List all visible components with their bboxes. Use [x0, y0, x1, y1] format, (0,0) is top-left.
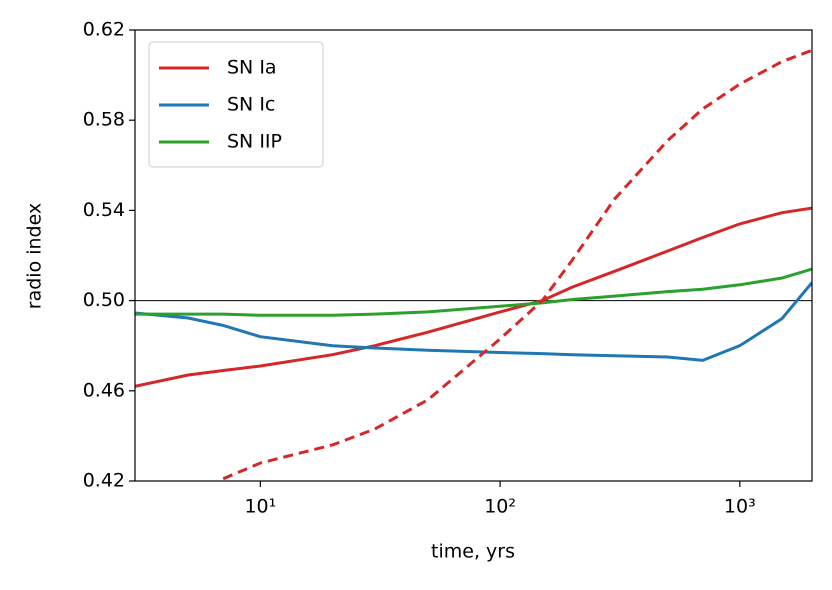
legend-box — [148, 41, 324, 168]
legend-label: SN Ia — [227, 57, 277, 79]
series-line — [135, 206, 812, 388]
x-tick-label: 10² — [484, 496, 516, 518]
series-line — [222, 48, 812, 481]
x-tick-label: 10¹ — [244, 496, 276, 518]
legend-label: SN IIP — [227, 131, 282, 153]
y-tick-label: 0.42 — [83, 470, 125, 492]
plot-frame — [134, 29, 813, 482]
legend-label: SN Ic — [227, 94, 275, 116]
y-tick-label: 0.62 — [83, 19, 125, 41]
y-tick-label: 0.58 — [83, 109, 125, 131]
y-axis-label: radio index — [24, 203, 46, 309]
y-tick-label: 0.50 — [83, 289, 125, 311]
x-axis-label: time, yrs — [431, 541, 515, 563]
series-line — [135, 267, 812, 317]
y-tick-label: 0.54 — [83, 199, 125, 221]
series-line — [135, 281, 812, 362]
y-tick-label: 0.46 — [83, 379, 125, 401]
x-tick-label: 10³ — [724, 496, 756, 518]
